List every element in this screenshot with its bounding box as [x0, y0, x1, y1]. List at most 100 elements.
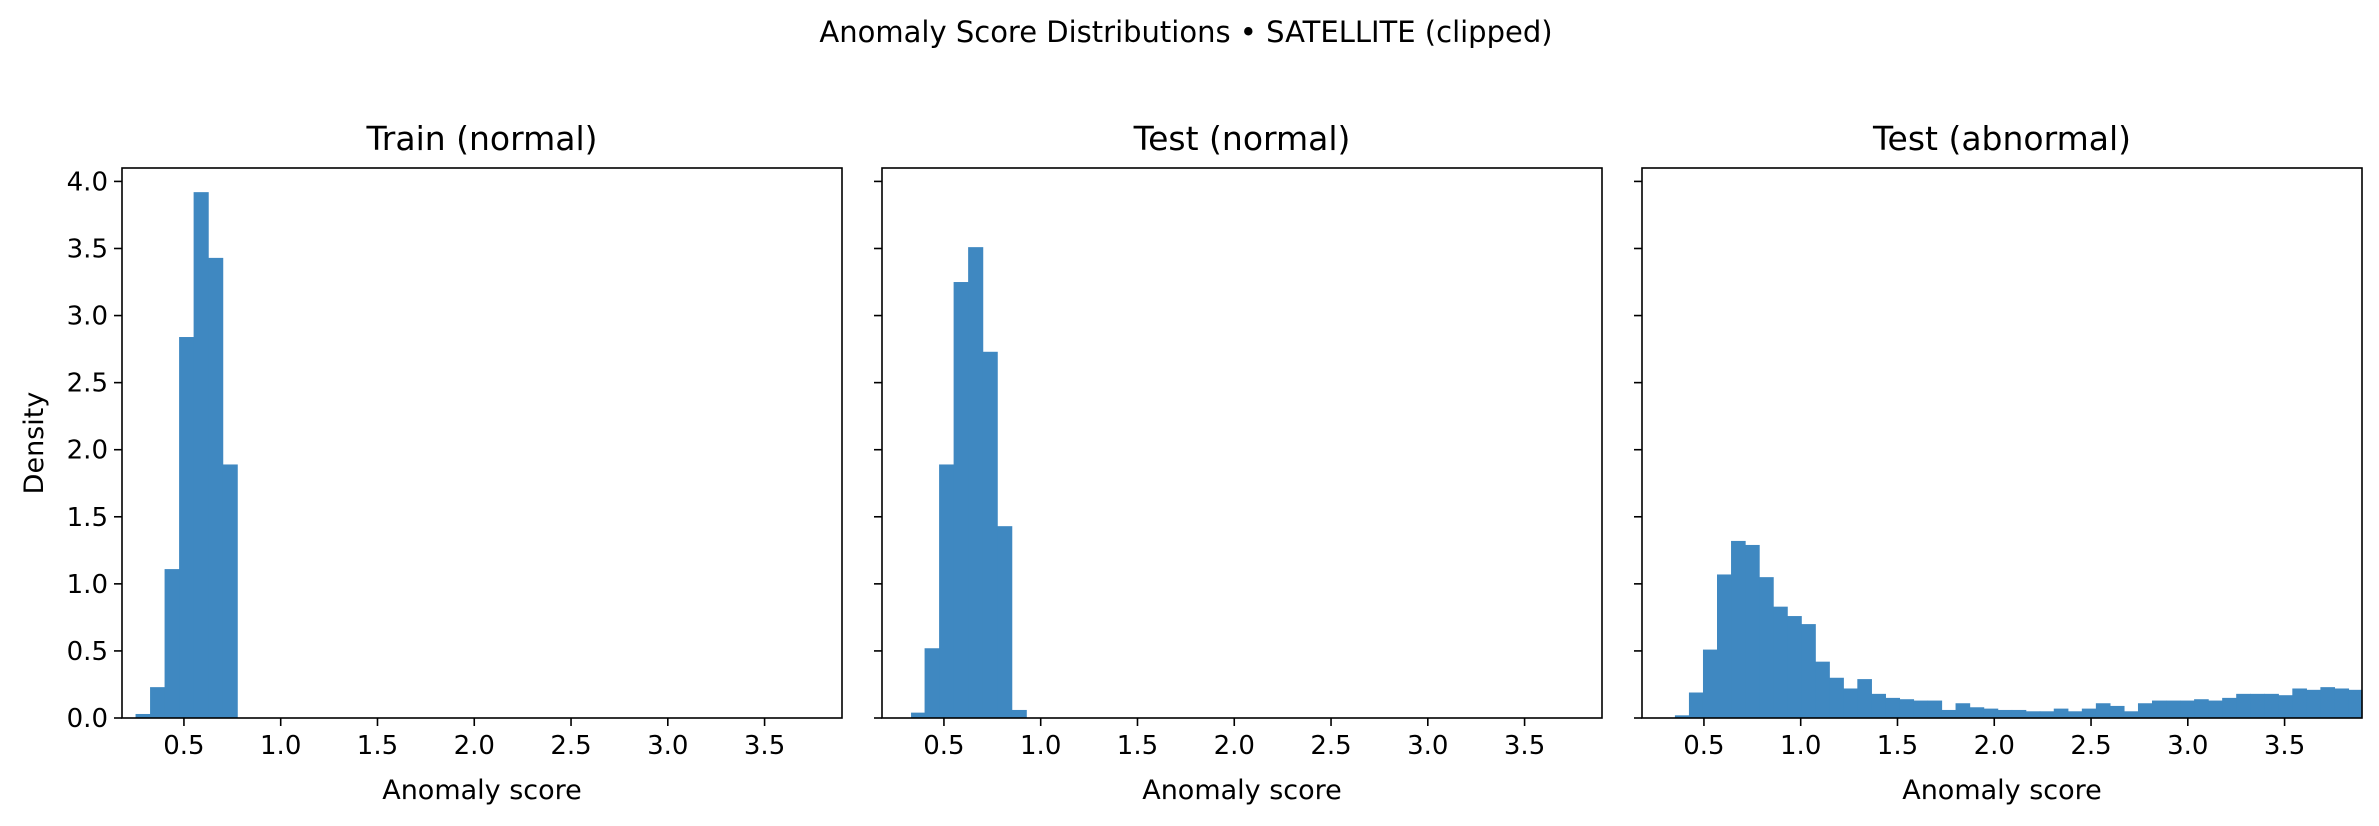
x-tick-label: 3.0 — [2167, 731, 2208, 761]
histogram-bar — [1941, 709, 1957, 718]
histogram-bar — [179, 337, 195, 718]
axes-frame — [1641, 167, 2363, 719]
histogram-bar — [1717, 574, 1732, 718]
x-tick-label: 2.5 — [1310, 731, 1351, 761]
x-tick-label: 1.0 — [1020, 731, 1061, 761]
histogram-bar — [1773, 606, 1788, 718]
x-axis-label: Anomaly score — [1142, 775, 1342, 806]
histogram-bar — [2025, 711, 2041, 718]
histogram-bar — [1885, 697, 1901, 718]
histogram-bar — [997, 526, 1013, 718]
histogram-bar — [911, 712, 926, 718]
y-tick-label: 4.0 — [67, 167, 108, 197]
x-tick-label: 2.0 — [1214, 731, 1255, 761]
x-axis-label: Anomaly score — [382, 775, 582, 806]
y-tick-label: 0.0 — [67, 704, 108, 734]
histogram-bar — [1011, 709, 1027, 718]
histogram-bar — [164, 569, 180, 718]
histogram-bar — [2109, 705, 2125, 718]
y-tick-label: 0.5 — [67, 637, 108, 667]
histogram-bar — [2137, 703, 2153, 718]
y-tick-label: 3.5 — [67, 234, 108, 264]
histogram-bar — [2250, 693, 2265, 718]
histogram-bar — [208, 257, 224, 718]
x-tick-label: 3.5 — [1504, 731, 1545, 761]
histogram-bar — [193, 192, 209, 718]
panel-title: Train (normal) — [365, 119, 597, 158]
histogram-bar — [2208, 700, 2223, 718]
histogram-bar — [1983, 708, 1999, 718]
histogram-bar — [982, 351, 998, 718]
histogram-bar — [1688, 692, 1704, 718]
histogram-bar — [150, 687, 166, 718]
y-tick-label: 2.5 — [67, 369, 108, 399]
histogram-bar — [1829, 677, 1844, 718]
x-tick-label: 1.0 — [1780, 731, 1821, 761]
histogram-bar — [1731, 540, 1746, 718]
chart-panel-2: Test (normal) 0.5 1.0 1.5 2.0 2.5 3.0 3.5 Anomal… — [874, 119, 1603, 806]
histogram-bar — [968, 247, 984, 718]
histogram-bar — [1843, 688, 1858, 718]
x-tick-label: 2.5 — [550, 731, 591, 761]
x-tick-label: 3.5 — [2264, 731, 2305, 761]
y-tick-label: 1.0 — [67, 570, 108, 600]
histogram-bar — [1815, 661, 1830, 718]
histogram-bar — [2166, 700, 2181, 718]
axes-frame — [121, 167, 843, 719]
axes-frame — [881, 167, 1603, 719]
x-tick-label: 0.5 — [923, 731, 964, 761]
figure-suptitle: Anomaly Score Distributions • SATELLITE … — [819, 15, 1552, 49]
histogram-bar — [2067, 711, 2083, 718]
y-tick-label: 1.5 — [67, 503, 108, 533]
histogram-bar — [2180, 700, 2195, 718]
x-tick-label: 0.5 — [1683, 731, 1724, 761]
x-tick-label: 0.5 — [163, 731, 204, 761]
histogram-bar — [1801, 624, 1816, 718]
histogram-bar — [1899, 699, 1915, 718]
histogram-bar — [1857, 679, 1872, 718]
x-tick-label: 2.0 — [1974, 731, 2015, 761]
histogram-bar — [2334, 688, 2350, 718]
histogram-bar — [2278, 695, 2293, 718]
x-tick-label: 1.0 — [260, 731, 301, 761]
x-tick-label: 2.5 — [2070, 731, 2111, 761]
histogram-bar — [2039, 711, 2055, 718]
x-axis-label: Anomaly score — [1902, 775, 2102, 806]
panel-title: Test (normal) — [1133, 119, 1351, 158]
histogram-bar — [2123, 711, 2139, 718]
histogram-bar — [953, 282, 969, 718]
x-tick-label: 3.0 — [647, 731, 688, 761]
histogram-bar — [1997, 709, 2013, 718]
histogram-bar — [1955, 703, 1971, 718]
histogram-bar — [135, 713, 151, 718]
histogram-bar — [1913, 700, 1929, 718]
histogram-bar — [2236, 693, 2251, 718]
x-tick-label: 1.5 — [1117, 731, 1158, 761]
histogram-bar — [939, 464, 955, 718]
x-tick-label: 1.5 — [357, 731, 398, 761]
histogram-bar — [2348, 689, 2363, 718]
histogram-bar — [222, 464, 238, 718]
histogram-bar — [2011, 709, 2027, 718]
histogram-bar — [2152, 700, 2167, 718]
histogram-bar — [2194, 699, 2209, 718]
y-axis-label: Density — [19, 392, 50, 495]
histogram-bar — [2081, 708, 2097, 718]
histogram-bar — [1759, 577, 1774, 718]
histogram-bar — [1674, 715, 1690, 718]
x-tick-label: 1.5 — [1877, 731, 1918, 761]
x-tick-label: 3.0 — [1407, 731, 1448, 761]
histogram-bar — [2264, 693, 2279, 718]
histogram-bar — [1702, 649, 1718, 718]
x-tick-label: 3.5 — [744, 731, 785, 761]
histogram-bar — [1927, 700, 1943, 718]
histogram-bar — [1787, 616, 1802, 718]
histogram-bar — [2222, 697, 2237, 718]
histogram-bar — [924, 648, 940, 718]
histogram-bar — [2292, 688, 2307, 718]
histogram-bar — [1969, 707, 1985, 718]
y-tick-label: 3.0 — [67, 302, 108, 332]
chart-panel-1: Train (normal) 0.5 1.0 1.5 2.0 2.5 3.0 3.5 0.0 0.… — [19, 119, 843, 806]
histogram-bar — [2320, 687, 2336, 718]
